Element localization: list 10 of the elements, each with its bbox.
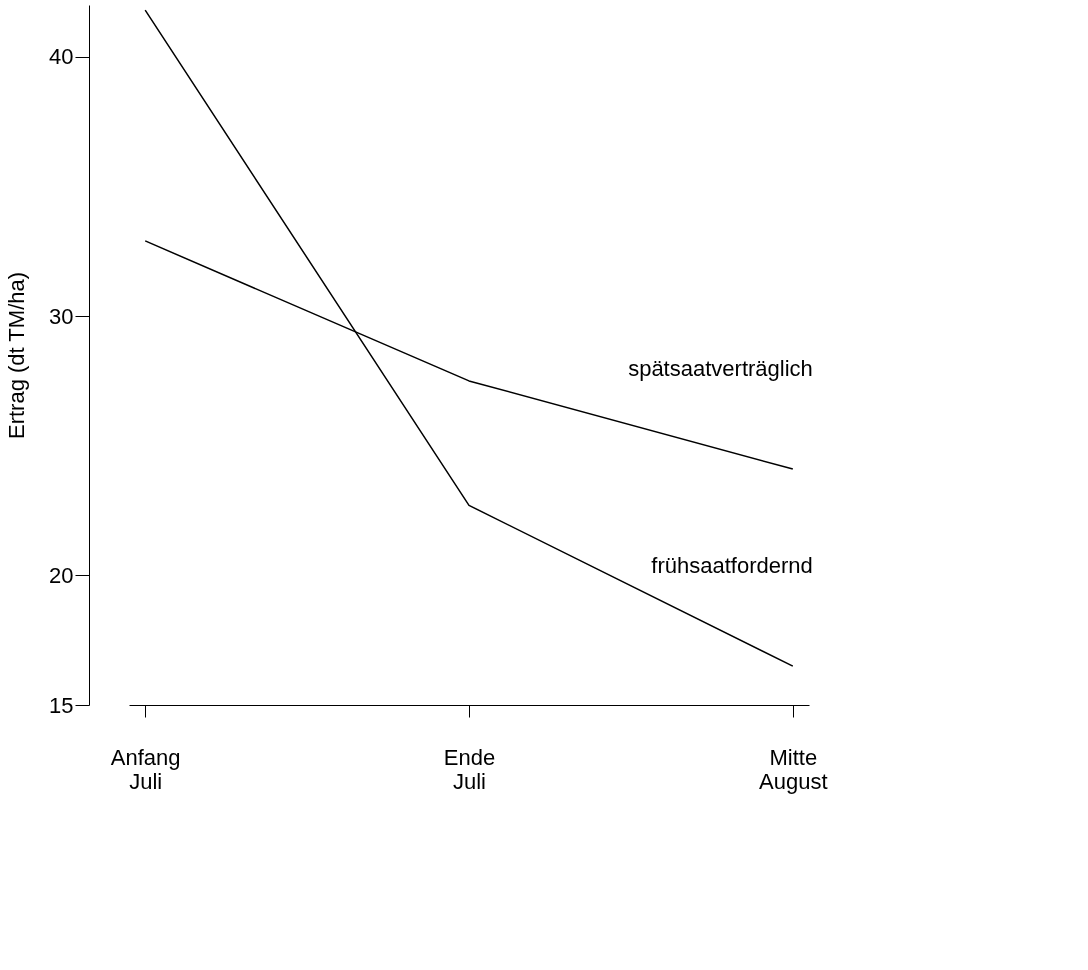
- y-tick-label: 20: [49, 562, 74, 588]
- y-axis-title: Ertrag (dt TM/ha): [4, 271, 30, 440]
- series-label: spätsaatverträglich: [628, 356, 813, 382]
- y-tick-label: 40: [49, 44, 74, 70]
- y-tick-label: 30: [49, 303, 74, 329]
- series-label: frühsaatfordernd: [651, 553, 813, 579]
- y-tick-label: 15: [49, 692, 74, 718]
- x-tick-label: Ende Juli: [443, 744, 496, 794]
- x-tick-label: Mitte August: [759, 744, 828, 794]
- x-tick-label: Anfang Juli: [110, 744, 181, 794]
